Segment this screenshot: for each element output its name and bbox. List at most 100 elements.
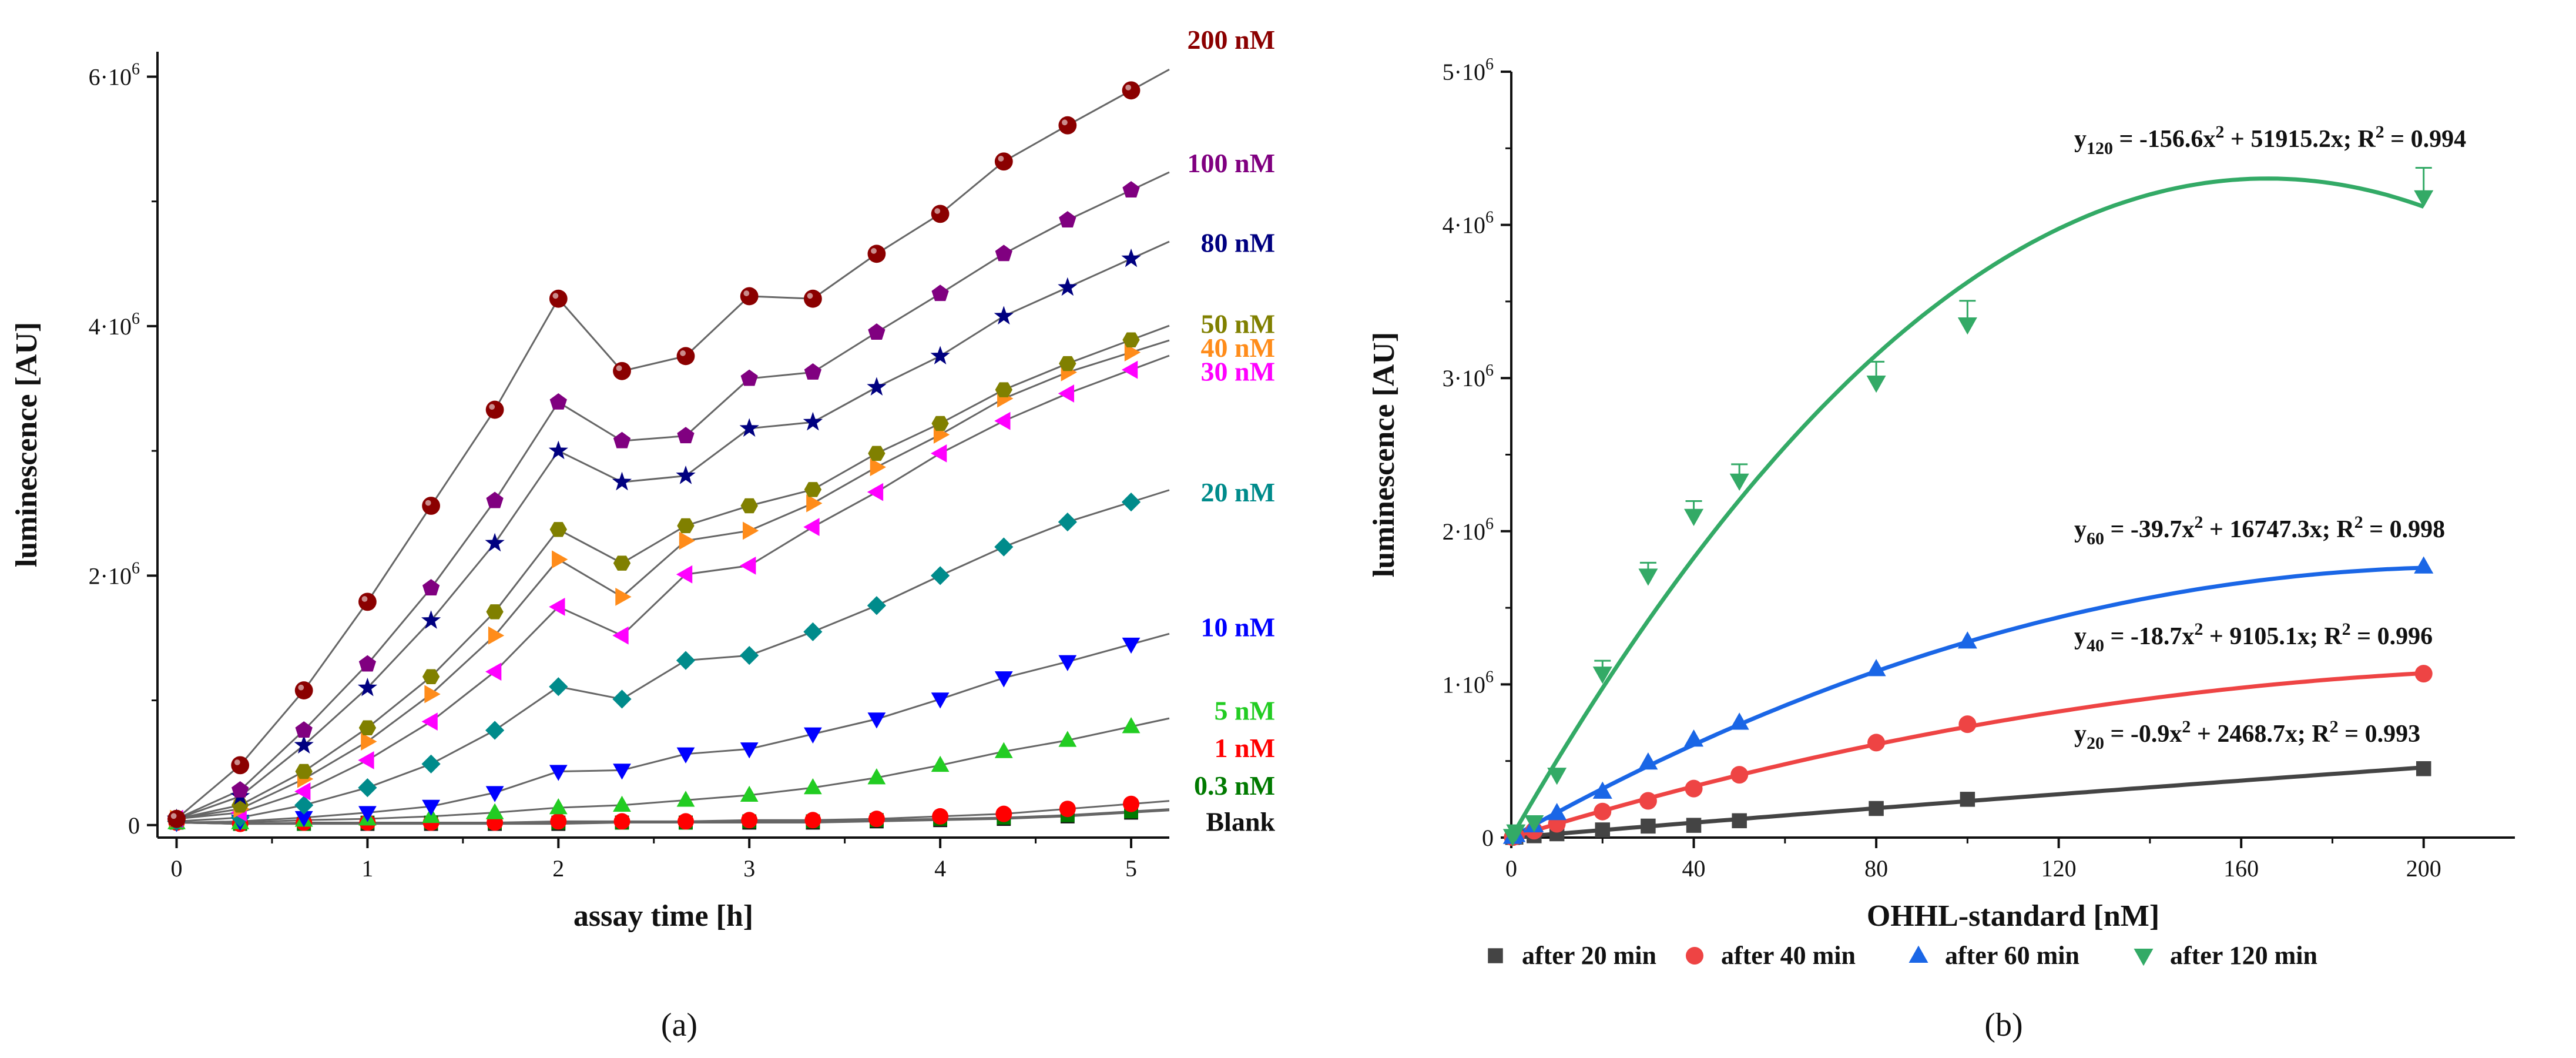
data-point-after-120-min: [1957, 317, 1977, 335]
series-label-50-nm: 50 nM: [1201, 309, 1276, 339]
data-point-50-nm: [868, 446, 886, 461]
data-point-40-nm: [870, 458, 887, 477]
y-tick-label: 4·106: [89, 310, 140, 340]
data-point-1-nm: [868, 811, 885, 828]
y-tick-label: 1·106: [1443, 668, 1494, 698]
data-point-after-40-min: [1730, 766, 1749, 784]
data-point-10-nm: [1058, 655, 1077, 671]
data-point-100-nm: [486, 491, 504, 508]
data-point-30-nm: [1121, 360, 1138, 379]
data-point-50-nm: [995, 382, 1013, 397]
legend-label: after 60 min: [1945, 941, 2079, 970]
data-point-5-nm: [1122, 717, 1141, 734]
data-point-200-nm: [167, 809, 186, 828]
data-point-after-120-min: [1729, 473, 1749, 491]
data-point-after-20-min: [1686, 818, 1702, 833]
data-point-30-nm: [676, 565, 693, 584]
series-label-100-nm: 100 nM: [1188, 148, 1276, 178]
data-point-100-nm: [613, 431, 631, 448]
data-point-80-nm: [485, 533, 505, 552]
data-point-after-40-min: [1958, 715, 1977, 734]
data-point-5-nm: [931, 755, 950, 772]
data-point-5-nm: [549, 798, 568, 815]
data-point-50-nm: [740, 498, 758, 514]
data-point-1-nm: [550, 813, 567, 830]
x-tick-label: 80: [1864, 855, 1888, 882]
data-point-30-nm: [485, 662, 502, 681]
data-point-200-nm: [1058, 116, 1077, 135]
fit-equation: y120 = -156.6x2 + 51915.2x; R2 = 0.994: [2074, 122, 2466, 158]
data-point-1-nm: [1123, 795, 1140, 812]
series-line-10-nm: [176, 632, 1170, 824]
series-label-10-nm: 10 nM: [1201, 612, 1276, 642]
data-point-200-nm: [294, 681, 313, 699]
data-point-after-120-min: [1524, 815, 1544, 833]
legend-label: after 20 min: [1522, 941, 1656, 970]
data-point-after-60-min: [2414, 556, 2434, 574]
data-point-80-nm: [676, 466, 696, 484]
data-point-100-nm: [358, 655, 377, 672]
series-line-50-nm: [176, 324, 1170, 820]
data-point-80-nm: [930, 346, 950, 364]
data-point-10-nm: [804, 727, 822, 744]
y-tick-label: 2·106: [1443, 515, 1494, 545]
series-label-20-nm: 20 nM: [1201, 477, 1276, 507]
y-tick-label: 3·106: [1443, 361, 1494, 391]
data-point-80-nm: [548, 440, 568, 460]
data-point-10-nm: [358, 806, 377, 822]
data-point-40-nm: [806, 494, 823, 513]
data-point-after-60-min: [1547, 803, 1567, 821]
data-point-1-nm: [741, 812, 758, 829]
series-line-40-nm: [176, 339, 1170, 820]
x-tick-label: 1: [361, 855, 373, 882]
series-line-100-nm: [176, 171, 1170, 820]
data-point-10-nm: [613, 764, 631, 780]
data-point-50-nm: [358, 720, 377, 735]
legend-item-after-20-min: after 20 min: [1488, 941, 1656, 970]
data-point-10-nm: [994, 671, 1013, 688]
data-point-after-60-min: [1638, 752, 1658, 770]
data-point-80-nm: [739, 418, 759, 437]
x-tick-label: 0: [1505, 855, 1517, 882]
data-point-30-nm: [1058, 384, 1075, 403]
data-point-30-nm: [549, 597, 565, 616]
data-point-after-60-min: [1729, 712, 1749, 730]
x-tick-label: 120: [2041, 855, 2077, 882]
data-point-200-nm: [422, 497, 440, 515]
y-axis-label: luminescence [AU]: [10, 322, 43, 567]
data-point-30-nm: [803, 518, 820, 536]
data-point-100-nm: [549, 393, 567, 410]
data-point-40-nm: [552, 550, 568, 569]
data-point-after-40-min: [2414, 665, 2433, 683]
data-point-10-nm: [1122, 637, 1141, 654]
y-tick-label: 4·106: [1443, 209, 1494, 239]
data-point-5-nm: [485, 803, 504, 819]
data-point-40-nm: [361, 732, 377, 751]
data-point-80-nm: [867, 377, 887, 396]
data-point-100-nm: [295, 721, 313, 738]
data-point-50-nm: [804, 482, 822, 497]
data-point-5-nm: [676, 791, 695, 807]
fit-equation: y20 = -0.9x2 + 2468.7x; R2 = 0.993: [2074, 717, 2420, 753]
data-point-100-nm: [740, 369, 758, 386]
x-tick-label: 200: [2406, 855, 2441, 882]
data-point-after-40-min: [1685, 779, 1703, 798]
data-point-after-120-min: [1547, 768, 1567, 785]
y-axis-label: luminescence [AU]: [1367, 332, 1401, 577]
data-point-20-nm: [1058, 512, 1077, 532]
data-point-80-nm: [1121, 248, 1141, 267]
data-point-after-120-min: [1592, 667, 1612, 684]
data-point-50-nm: [1059, 356, 1076, 371]
data-point-after-120-min: [2414, 190, 2434, 207]
data-point-10-nm: [676, 747, 695, 764]
data-point-after-60-min: [1957, 631, 1977, 649]
series-label-200-nm: 200 nM: [1188, 25, 1276, 55]
data-point-200-nm: [231, 756, 250, 775]
data-point-10-nm: [422, 799, 440, 816]
data-point-20-nm: [1121, 493, 1141, 512]
data-point-10-nm: [740, 742, 759, 759]
data-point-100-nm: [868, 323, 886, 340]
x-axis-label: OHHL-standard [nM]: [1867, 899, 2159, 933]
data-point-200-nm: [931, 205, 950, 223]
data-point-40-nm: [743, 521, 759, 540]
